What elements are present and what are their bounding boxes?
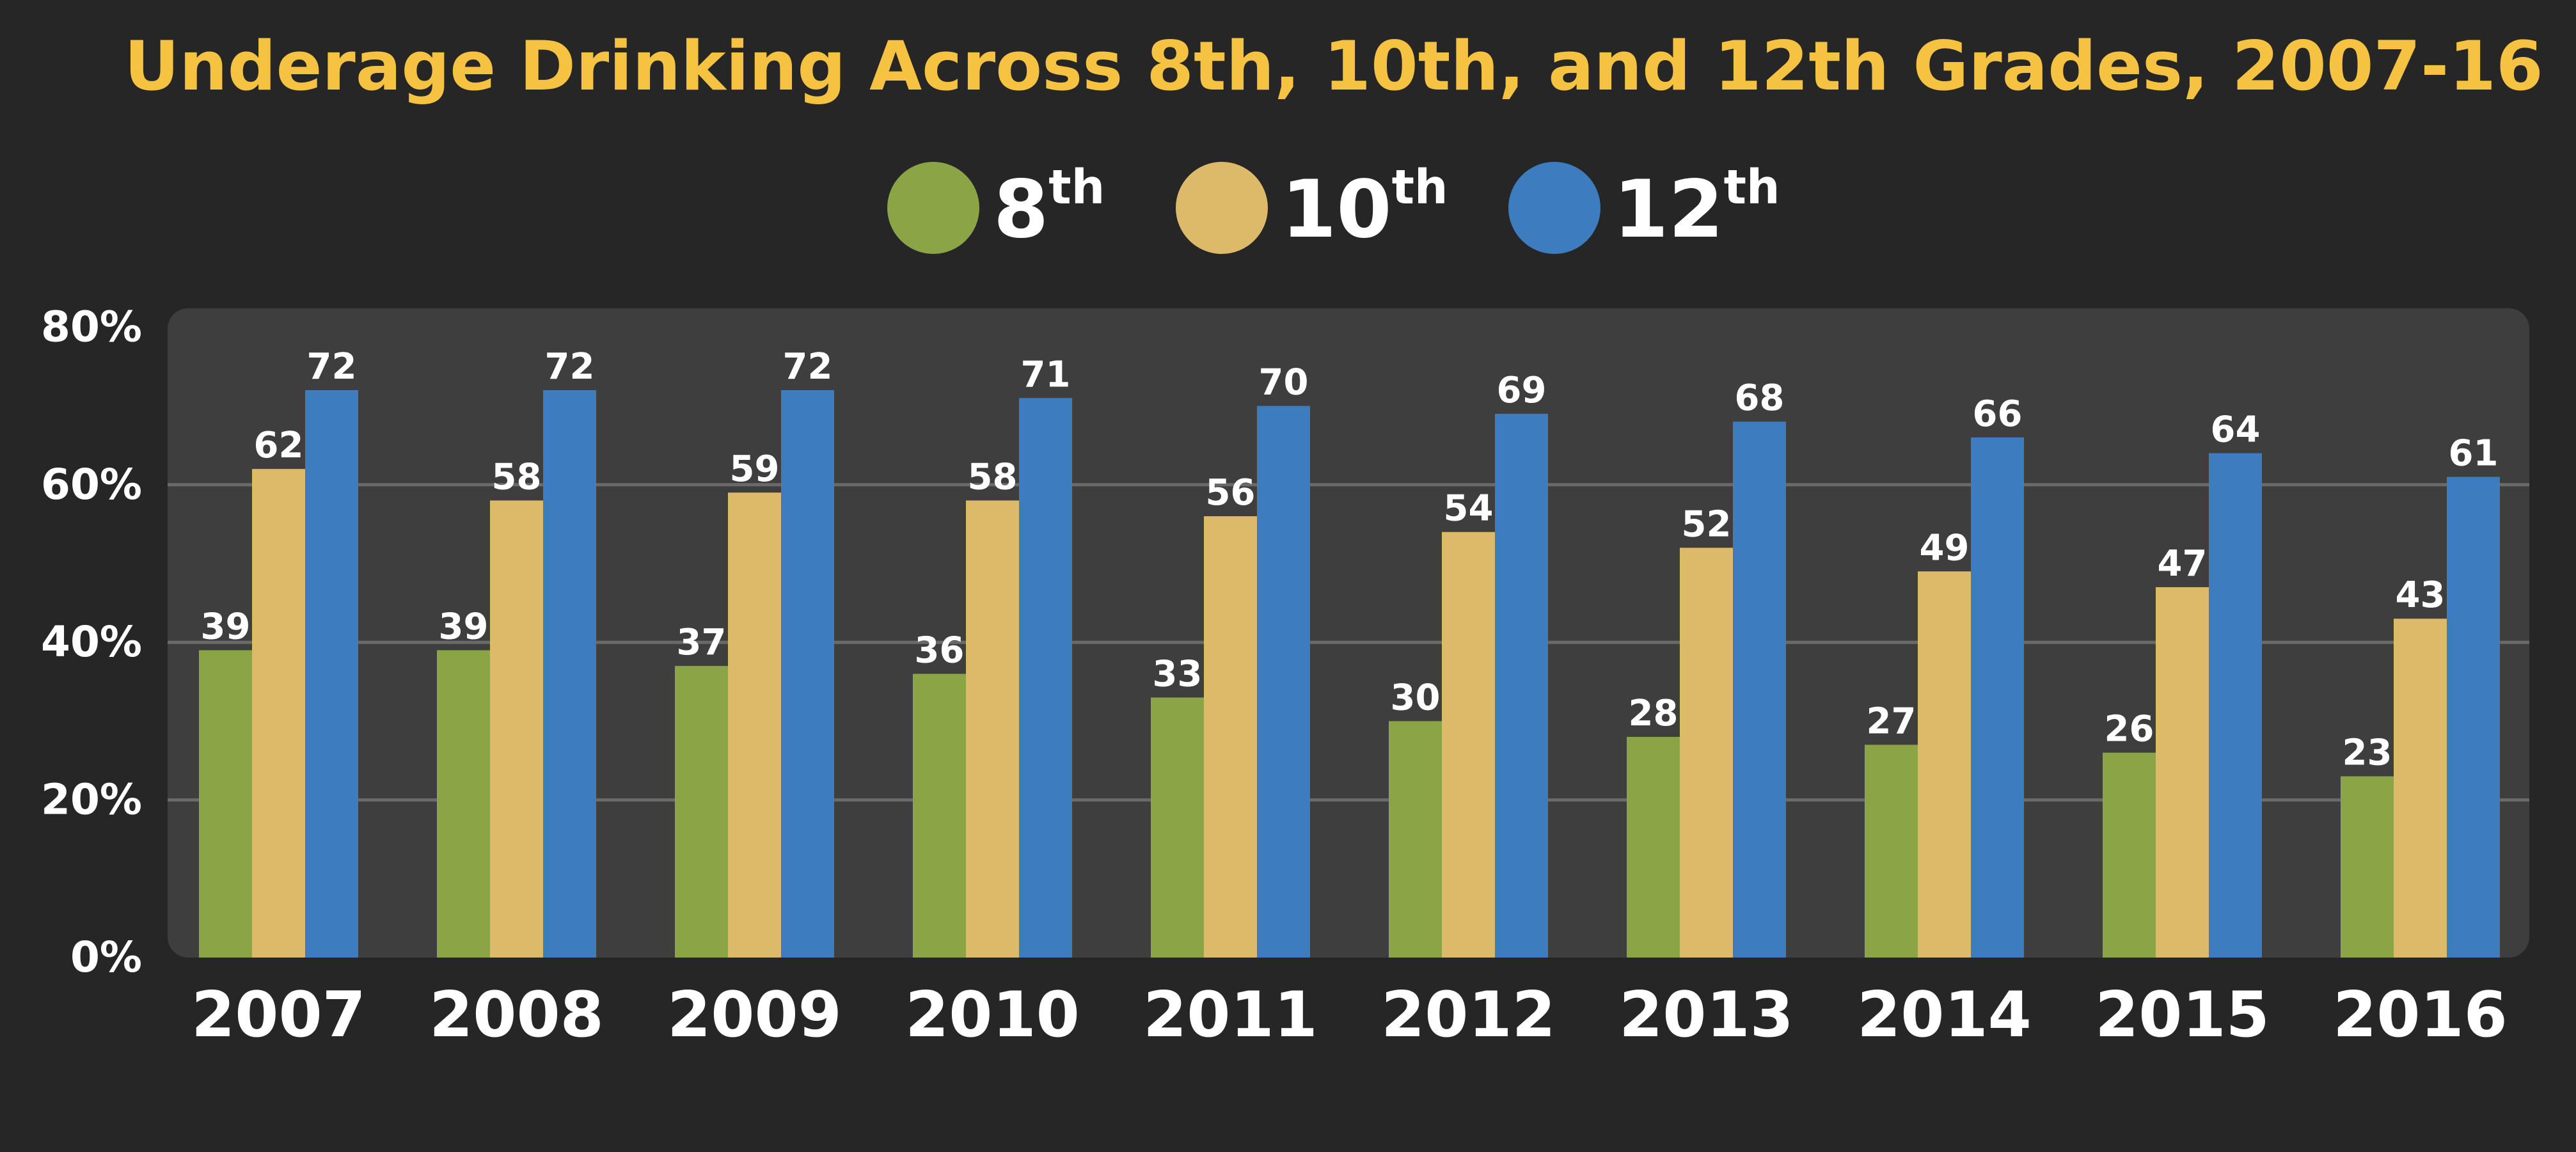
bar-12th-2010 [1019,398,1072,958]
data-label-12th-2008: 72 [545,346,595,388]
bar-10th-2014 [1918,571,1971,958]
data-label-8th-2009: 37 [677,622,727,663]
data-label-8th-2010: 36 [915,629,965,671]
x-tick-label: 2012 [1381,979,1556,1052]
bar-12th-2011 [1257,406,1310,958]
data-label-8th-2011: 33 [1153,653,1203,695]
bar-10th-2012 [1442,532,1495,958]
bar-12th-2016 [2447,477,2500,958]
data-label-10th-2010: 58 [968,456,1018,498]
data-label-10th-2008: 58 [492,456,542,498]
legend-label-12th: 12th [1613,160,1780,256]
bar-12th-2012 [1495,413,1548,958]
y-tick-label: 60% [41,460,142,509]
data-label-8th-2013: 28 [1629,693,1679,734]
x-axis: 2007 2008 2009 2010 2011 2012 2013 2014 2015 2016 [191,979,2508,1052]
y-tick-label: 40% [41,617,142,667]
x-tick-label: 2008 [429,979,604,1052]
data-label-12th-2014: 66 [1973,393,2023,435]
y-tick-label: 80% [41,302,142,351]
x-tick-label: 2014 [1857,979,2032,1052]
bar-10th-2011 [1204,516,1257,958]
legend-swatch-10th [1176,162,1268,254]
data-label-12th-2012: 69 [1497,370,1547,411]
data-label-8th-2007: 39 [201,606,251,648]
data-labels: 3962723958723759723658713356703054692852… [201,346,2499,774]
y-tick-label: 0% [70,933,142,982]
data-label-8th-2012: 30 [1391,677,1441,718]
bar-8th-2014 [1865,745,1918,958]
y-axis: 0% 20% 40% 60% 80% [41,302,142,982]
data-label-12th-2013: 68 [1735,377,1785,419]
bar-8th-2007 [199,650,252,958]
data-label-12th-2007: 72 [307,346,357,388]
data-label-10th-2011: 56 [1206,472,1256,514]
bar-8th-2010 [913,674,966,958]
chart-title: Underage Drinking Across 8th, 10th, and … [124,27,2543,106]
legend: 8th 10th 12th [887,160,1780,256]
legend-label-10th: 10th [1281,160,1448,256]
bar-10th-2009 [728,493,781,958]
x-tick-label: 2011 [1143,979,1318,1052]
y-tick-label: 20% [41,775,142,825]
legend-swatch-12th [1508,162,1600,254]
data-label-12th-2010: 71 [1021,354,1071,395]
x-tick-label: 2016 [2333,979,2508,1052]
data-label-8th-2016: 23 [2343,732,2392,774]
data-label-10th-2007: 62 [254,425,304,466]
data-label-12th-2016: 61 [2449,432,2499,474]
bar-8th-2008 [437,650,490,958]
bar-12th-2009 [781,390,834,958]
x-tick-label: 2010 [905,979,1080,1052]
bar-10th-2008 [490,500,543,958]
data-label-12th-2015: 64 [2211,409,2261,451]
bars [199,390,2500,958]
data-label-10th-2009: 59 [730,448,780,490]
bar-8th-2016 [2341,776,2394,958]
bar-10th-2007 [252,469,305,958]
data-label-8th-2008: 39 [439,606,489,648]
bar-10th-2013 [1680,548,1733,958]
legend-label-8th: 8th [993,160,1105,256]
bar-8th-2012 [1389,721,1442,958]
x-tick-label: 2015 [2095,979,2270,1052]
data-label-8th-2015: 26 [2105,709,2154,750]
bar-12th-2013 [1733,422,1786,958]
x-tick-label: 2007 [191,979,366,1052]
bar-12th-2007 [305,390,358,958]
bar-8th-2015 [2103,752,2156,958]
data-label-8th-2014: 27 [1867,700,1916,742]
bar-10th-2010 [966,500,1019,958]
bar-12th-2008 [543,390,596,958]
bar-8th-2009 [675,666,728,958]
bar-12th-2015 [2209,453,2262,958]
data-label-10th-2012: 54 [1444,488,1494,530]
data-label-10th-2016: 43 [2396,574,2446,616]
bar-10th-2015 [2156,587,2209,958]
data-label-12th-2011: 70 [1259,362,1309,404]
legend-swatch-8th [887,162,979,254]
bar-12th-2014 [1971,437,2024,958]
x-tick-label: 2009 [667,979,842,1052]
data-label-10th-2013: 52 [1682,503,1732,545]
bar-8th-2013 [1627,737,1680,958]
data-label-10th-2014: 49 [1920,527,1970,569]
bar-10th-2016 [2394,619,2447,958]
x-tick-label: 2013 [1619,979,1794,1052]
bar-8th-2011 [1151,697,1204,958]
data-label-10th-2015: 47 [2158,543,2208,585]
data-label-12th-2009: 72 [783,346,833,388]
